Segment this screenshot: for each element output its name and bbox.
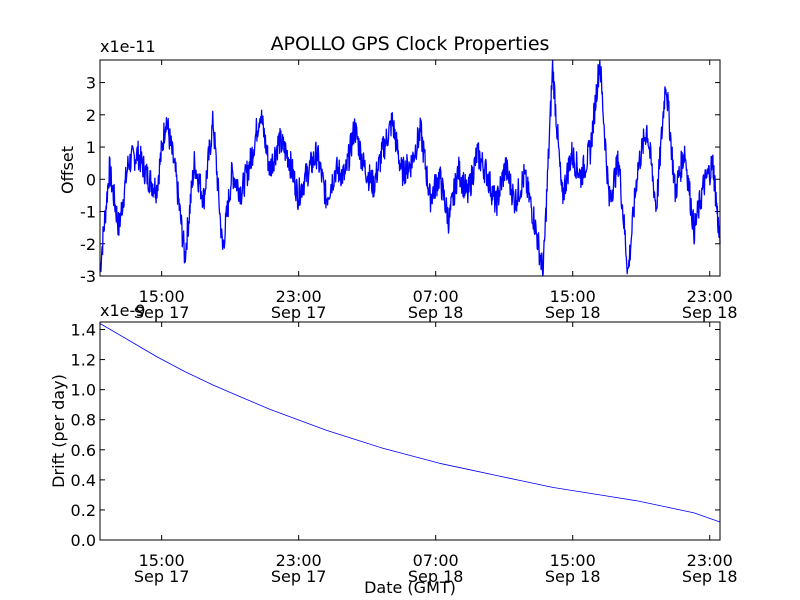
offset-multiplier-label: x1e-11 — [100, 37, 156, 56]
drift-ytick-label: 0.8 — [71, 411, 96, 430]
drift-ytick-label: 1.4 — [71, 321, 96, 340]
drift-xtick-date: Sep 18 — [545, 567, 601, 586]
offset-ytick-label: 3 — [86, 74, 96, 93]
drift-xtick-date: Sep 17 — [134, 567, 190, 586]
drift-ytick-label: 0.0 — [71, 531, 96, 550]
drift-ytick-label: 1.2 — [71, 351, 96, 370]
offset-xtick-date: Sep 17 — [271, 303, 327, 322]
drift-xlabel: Date (GMT) — [364, 578, 456, 597]
offset-axes-frame — [99, 59, 721, 277]
offset-xtick-time: 23:00 — [276, 287, 322, 306]
offset-ytick-label: -2 — [80, 235, 96, 254]
drift-xtick-date: Sep 18 — [682, 567, 738, 586]
offset-ytick-label: -3 — [80, 267, 96, 286]
drift-panel: x1e-9 Drift (per day) Date (GMT) 1.4 1.2 1… — [49, 301, 738, 597]
drift-xtick-date: Sep 18 — [408, 567, 464, 586]
drift-ytick-label: 0.4 — [71, 471, 96, 490]
offset-xtick-time: 23:00 — [687, 287, 733, 306]
offset-ylabel: Offset — [58, 146, 77, 194]
offset-series-line — [99, 59, 721, 277]
drift-xtick-time: 23:00 — [276, 551, 322, 570]
drift-xtick-time: 15:00 — [139, 551, 185, 570]
offset-xtick-time: 15:00 — [550, 287, 596, 306]
offset-xtick-date: Sep 18 — [545, 303, 601, 322]
drift-xtick-time: 23:00 — [687, 551, 733, 570]
offset-xtick-date: Sep 18 — [682, 303, 738, 322]
offset-ytick-label: -1 — [80, 203, 96, 222]
drift-multiplier-label: x1e-9 — [100, 301, 145, 320]
offset-ytick-label: 0 — [86, 170, 96, 189]
offset-ytick-label: 2 — [86, 106, 96, 125]
drift-axes-frame — [99, 321, 721, 541]
offset-xtick-date: Sep 18 — [408, 303, 464, 322]
drift-series-line — [99, 323, 721, 523]
drift-xtick-time: 07:00 — [413, 551, 459, 570]
drift-ytick-label: 0.2 — [71, 501, 96, 520]
offset-ytick-label: 1 — [86, 138, 96, 157]
offset-xtick-time: 07:00 — [413, 287, 459, 306]
drift-ylabel: Drift (per day) — [49, 374, 68, 488]
offset-xtick-time: 15:00 — [139, 287, 185, 306]
chart-title: APOLLO GPS Clock Properties — [271, 33, 550, 55]
drift-ytick-label: 1.0 — [71, 381, 96, 400]
drift-xtick-time: 15:00 — [550, 551, 596, 570]
drift-xtick-date: Sep 17 — [271, 567, 327, 586]
drift-ytick-label: 0.6 — [71, 441, 96, 460]
offset-xtick-date: Sep 17 — [134, 303, 190, 322]
